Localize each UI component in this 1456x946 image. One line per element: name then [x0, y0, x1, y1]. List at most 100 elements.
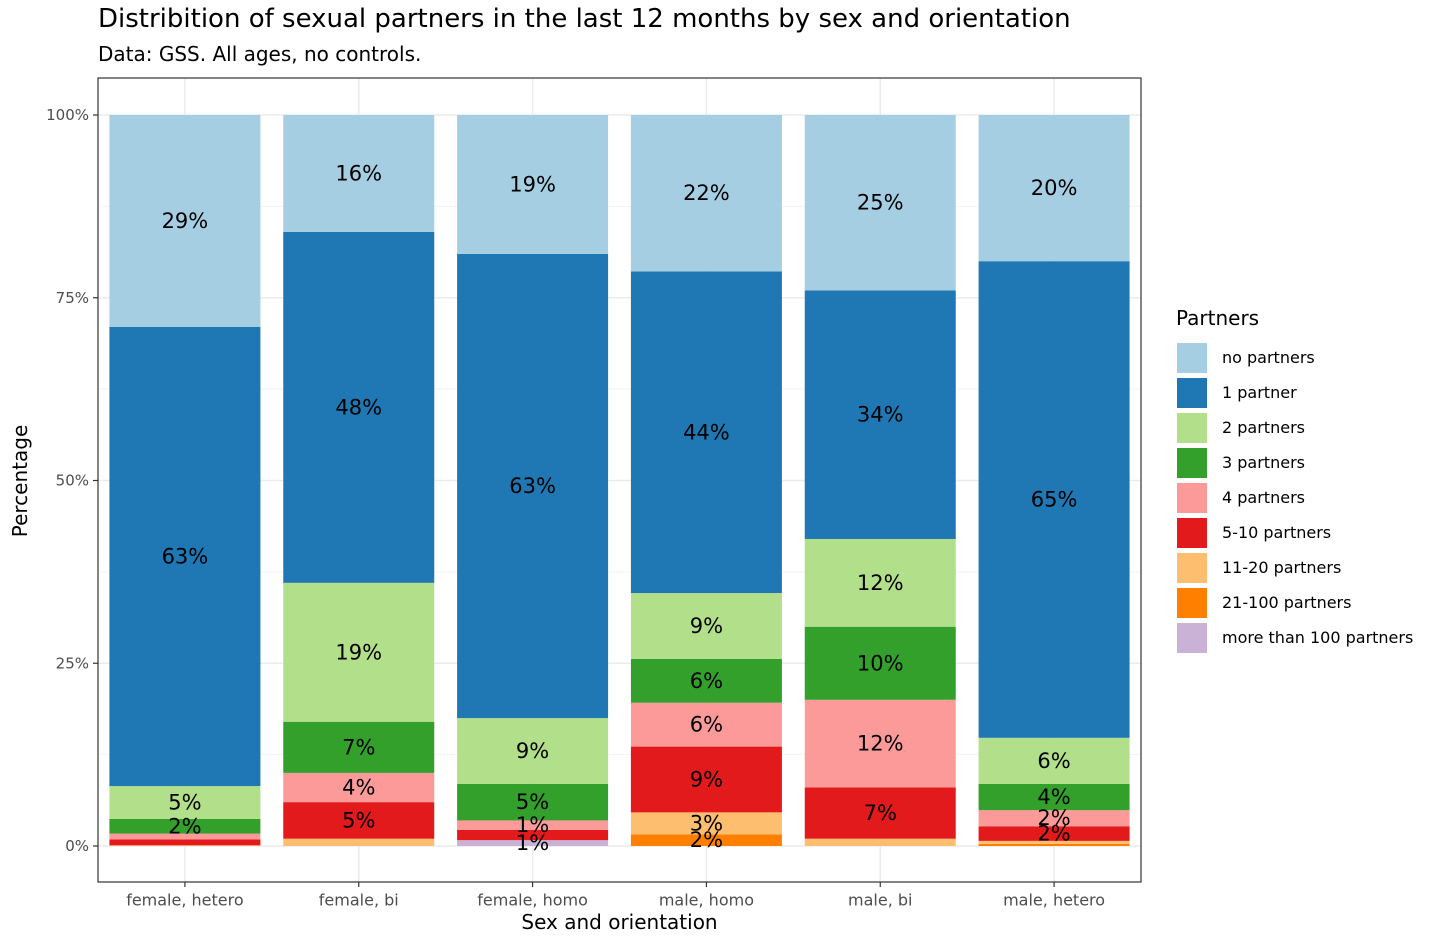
legend-swatch: [1176, 341, 1208, 374]
bar-segment: [457, 253, 609, 719]
legend-item: more than 100 partners: [1176, 620, 1413, 655]
legend-item: 5-10 partners: [1176, 515, 1413, 550]
data-label: 2%: [1037, 822, 1070, 846]
legend-swatch: [1176, 621, 1208, 654]
bar-segment: [457, 115, 609, 254]
bar-segment: [630, 702, 782, 747]
bar-segment: [804, 115, 956, 291]
data-label: 29%: [162, 209, 209, 233]
bar-segment: [630, 593, 782, 659]
legend-label: 11-20 partners: [1222, 558, 1342, 577]
bar-segment: [109, 818, 261, 834]
data-label: 19%: [509, 172, 556, 196]
legend-title: Partners: [1176, 306, 1260, 330]
bar-segment: [109, 845, 261, 846]
bar-segment: [630, 115, 782, 272]
x-tick-label: male, hetero: [1003, 891, 1105, 910]
bar-segment: [109, 115, 261, 327]
legend-label: 3 partners: [1222, 453, 1305, 472]
y-tick-label: 100%: [46, 106, 89, 124]
data-label: 7%: [342, 735, 375, 759]
chart-subtitle: Data: GSS. All ages, no controls.: [98, 42, 422, 66]
bar-segment: [109, 786, 261, 819]
data-label: 22%: [683, 181, 730, 205]
bar-segment: [804, 699, 956, 788]
x-axis-label: Sex and orientation: [521, 910, 718, 934]
legend-label: more than 100 partners: [1222, 628, 1414, 647]
data-label: 7%: [864, 801, 897, 825]
bar-segment: [978, 810, 1130, 827]
data-label: 1%: [516, 831, 549, 855]
data-label: 63%: [509, 474, 556, 498]
data-label: 3%: [690, 811, 723, 835]
legend-label: 1 partner: [1222, 383, 1297, 402]
bar-segment: [109, 839, 261, 846]
y-tick-label: 50%: [56, 472, 89, 490]
legend-item: 21-100 partners: [1176, 585, 1413, 620]
data-label: 5%: [168, 791, 201, 815]
bar-segment: [804, 838, 956, 846]
data-label: 2%: [1037, 806, 1070, 830]
bar-segment: [283, 772, 435, 803]
data-label: 6%: [690, 713, 723, 737]
x-tick-label: female, bi: [319, 891, 399, 910]
legend-item: 3 partners: [1176, 445, 1413, 480]
data-label: 19%: [335, 640, 382, 664]
data-label: 12%: [857, 571, 904, 595]
bar-segment: [804, 626, 956, 700]
legend-item: 2 partners: [1176, 410, 1413, 445]
bar-segment: [283, 802, 435, 839]
y-tick-label: 0%: [65, 837, 89, 855]
data-label: 20%: [1031, 176, 1078, 200]
x-tick-label: male, homo: [659, 891, 754, 910]
data-label: 65%: [1031, 488, 1078, 512]
bar-segment: [109, 833, 261, 840]
bar-segment: [630, 812, 782, 835]
legend-label: 5-10 partners: [1222, 523, 1332, 542]
bar-segment: [283, 582, 435, 722]
bar-segment: [283, 838, 435, 846]
legend: Partners no partners 1 partner 2 partners 3…: [1176, 306, 1413, 655]
bar-segment: [978, 826, 1130, 841]
data-label: 5%: [342, 808, 375, 832]
legend-swatch: [1176, 411, 1208, 444]
bar-segment: [109, 326, 261, 787]
bar-segment: [457, 829, 609, 841]
x-tick-label: female, homo: [477, 891, 588, 910]
bar-segment: [283, 115, 435, 232]
legend-item: 4 partners: [1176, 480, 1413, 515]
legend-label: 21-100 partners: [1222, 593, 1352, 612]
bar-segment: [978, 783, 1130, 811]
bar-segment: [457, 783, 609, 821]
data-label: 1%: [516, 813, 549, 837]
bar-segment: [630, 271, 782, 594]
data-label: 2%: [690, 828, 723, 852]
y-axis-label: Percentage: [8, 424, 32, 538]
legend-swatch: [1176, 586, 1208, 619]
data-label: 44%: [683, 420, 730, 444]
legend-label: 4 partners: [1222, 488, 1305, 507]
data-label: 4%: [342, 776, 375, 800]
data-label: 34%: [857, 403, 904, 427]
legend-item: 11-20 partners: [1176, 550, 1413, 585]
bar-segment: [804, 787, 956, 839]
data-label: 5%: [516, 790, 549, 814]
y-tick-label: 75%: [56, 289, 89, 307]
bar-segment: [804, 290, 956, 539]
legend-swatch: [1176, 376, 1208, 409]
legend-items: no partners 1 partner 2 partners 3 partners…: [1176, 340, 1413, 655]
bar-segment: [978, 737, 1130, 784]
bar-segment: [283, 721, 435, 773]
bar-segment: [630, 834, 782, 846]
legend-label: 2 partners: [1222, 418, 1305, 437]
legend-swatch: [1176, 446, 1208, 479]
bar-segment: [804, 538, 956, 627]
bar-segment: [457, 820, 609, 830]
bar-segment: [457, 718, 609, 784]
bar-segment: [457, 840, 609, 846]
x-tick-label: female, hetero: [126, 891, 243, 910]
data-label: 48%: [335, 395, 382, 419]
bar-segment: [630, 746, 782, 813]
legend-swatch: [1176, 551, 1208, 584]
